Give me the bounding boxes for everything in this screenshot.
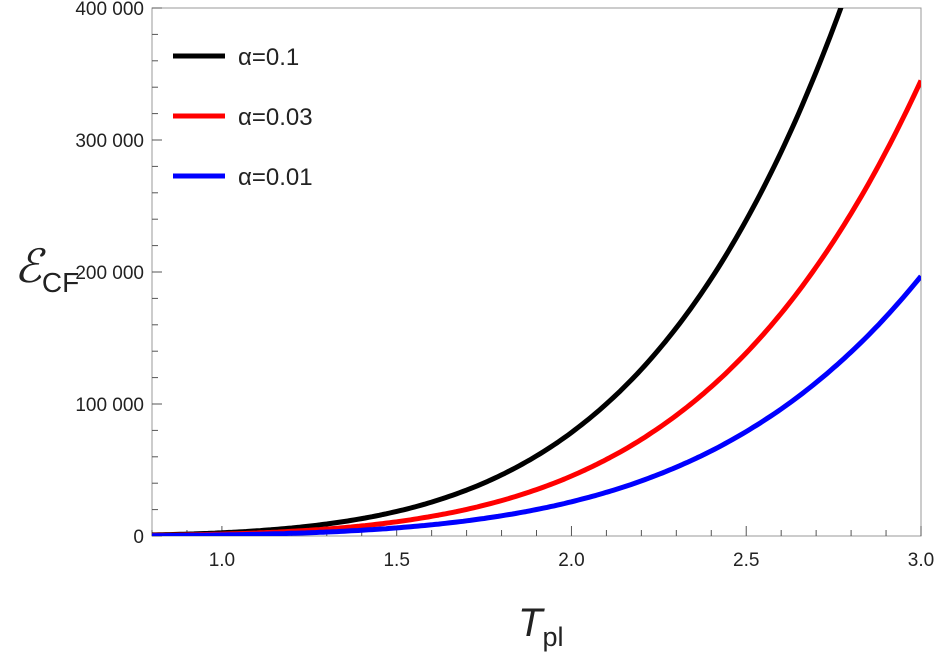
x-tick-label: 1.5 bbox=[383, 550, 409, 571]
x-tick-label: 2.0 bbox=[558, 550, 584, 571]
series-line-2 bbox=[152, 274, 921, 536]
x-tick-label: 3.0 bbox=[908, 550, 934, 571]
axis-ticks: 1.0 1.5 2.0 2.5 3.0 0 100 000 200 000 300 000 400… bbox=[75, 0, 934, 571]
y-tick-label: 0 bbox=[133, 527, 144, 548]
y-tick-label: 200 000 bbox=[75, 263, 144, 284]
y-tick-label: 100 000 bbox=[75, 395, 144, 416]
y-axis-label: ℰCF bbox=[14, 241, 79, 298]
legend-label-2: α=0.01 bbox=[238, 164, 313, 191]
legend-label-1: α=0.03 bbox=[238, 104, 313, 131]
curves bbox=[152, 8, 921, 536]
x-tick-label: 2.5 bbox=[733, 550, 759, 571]
series-line-1 bbox=[152, 79, 921, 536]
y-tick-label: 400 000 bbox=[75, 0, 144, 20]
series-line-0 bbox=[152, 8, 844, 536]
y-tick-label: 300 000 bbox=[75, 131, 144, 152]
legend: α=0.1 α=0.03 α=0.01 bbox=[173, 44, 313, 191]
x-axis-label: Tpl bbox=[518, 601, 563, 652]
legend-label-0: α=0.1 bbox=[238, 44, 299, 71]
x-tick-label: 1.0 bbox=[209, 550, 235, 571]
